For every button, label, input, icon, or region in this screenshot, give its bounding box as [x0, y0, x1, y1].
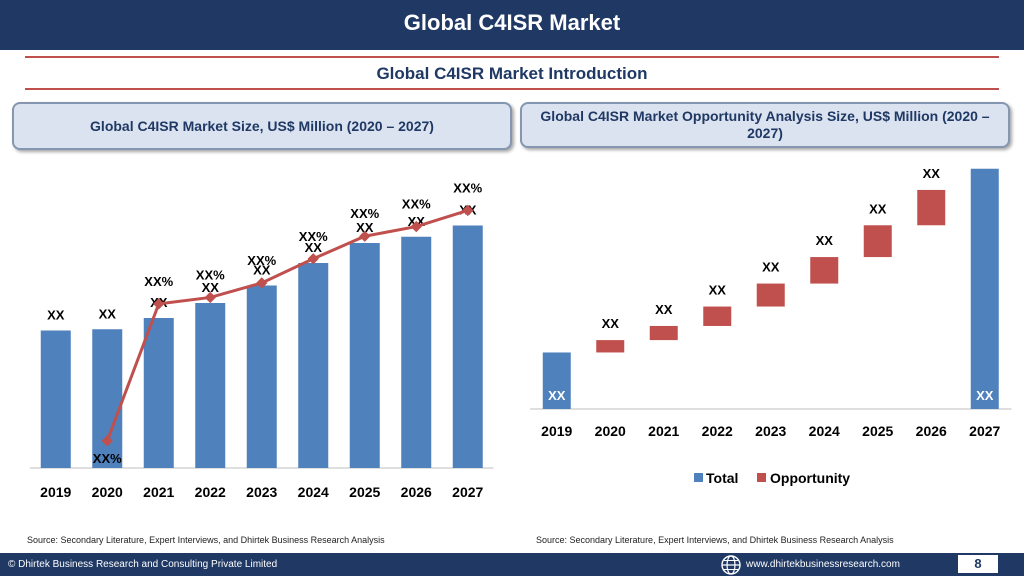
- x-tick-label: 2020: [595, 423, 626, 439]
- x-tick-label: 2019: [541, 423, 572, 439]
- right-chart-title-box: Global C4ISR Market Opportunity Analysis…: [520, 102, 1010, 148]
- bar: [40, 330, 71, 468]
- total-bar: [542, 352, 571, 409]
- bar-data-label: XX: [356, 220, 374, 235]
- left-source-note: Source: Secondary Literature, Expert Int…: [27, 535, 385, 545]
- x-tick-label: 2022: [195, 484, 226, 500]
- total-data-label: XX: [976, 388, 994, 403]
- opportunity-data-label: XX: [709, 283, 727, 298]
- opportunity-bar: [649, 325, 678, 341]
- growth-marker: [410, 220, 422, 233]
- legend-swatch-total: [694, 473, 703, 482]
- x-tick-label: 2026: [916, 423, 947, 439]
- growth-marker: [359, 230, 371, 242]
- bar-data-label: XX: [305, 240, 323, 255]
- bar-data-label: XX: [253, 263, 271, 278]
- x-tick-label: 2023: [246, 484, 277, 500]
- x-tick-label: 2026: [401, 484, 432, 500]
- x-tick-label: 2021: [648, 423, 679, 439]
- x-tick-label: 2021: [143, 484, 174, 500]
- opportunity-data-label: XX: [762, 260, 780, 275]
- bar: [143, 318, 174, 468]
- growth-marker: [462, 204, 474, 217]
- website-link[interactable]: www.dhirtekbusinessresearch.com: [746, 559, 900, 570]
- total-bar: [970, 168, 999, 409]
- opportunity-data-label: XX: [602, 316, 620, 331]
- opportunity-data-label: XX: [655, 302, 673, 317]
- bar: [246, 285, 277, 468]
- x-tick-label: 2025: [349, 484, 380, 500]
- x-tick-label: 2019: [40, 484, 71, 500]
- divider: [25, 56, 999, 58]
- section-title: Global C4ISR Market Introduction: [376, 64, 648, 83]
- x-tick-label: 2027: [969, 423, 1000, 439]
- x-tick-label: 2024: [298, 484, 329, 500]
- bar: [298, 263, 329, 468]
- x-tick-label: 2022: [702, 423, 733, 439]
- opportunity-bar: [596, 340, 625, 353]
- growth-marker: [307, 253, 319, 265]
- page-title: Global C4ISR Market: [403, 10, 621, 35]
- right-source-note: Source: Secondary Literature, Expert Int…: [536, 535, 894, 545]
- growth-data-label: XX%: [453, 180, 482, 195]
- globe-icon: [721, 555, 741, 575]
- opportunity-data-label: XX: [923, 166, 941, 181]
- opportunity-bar: [703, 306, 732, 326]
- growth-marker: [256, 277, 268, 289]
- opportunity-bar: [863, 225, 892, 258]
- bar-data-label: XX: [47, 308, 65, 323]
- legend-label-opportunity: Opportunity: [770, 470, 850, 486]
- bar: [401, 236, 432, 468]
- copyright-text: © Dhirtek Business Research and Consulti…: [8, 559, 278, 570]
- bar: [92, 329, 123, 468]
- x-tick-label: 2020: [92, 484, 123, 500]
- left-chart-title-box: Global C4ISR Market Size, US$ Million (2…: [12, 102, 512, 150]
- legend-swatch-opportunity: [757, 473, 766, 482]
- growth-marker: [204, 291, 216, 304]
- footer-bar: © Dhirtek Business Research and Consulti…: [0, 553, 1024, 576]
- growth-data-label: XX%: [299, 229, 328, 244]
- bar: [349, 243, 380, 468]
- opportunity-bar: [917, 189, 946, 226]
- total-data-label: XX: [548, 388, 566, 403]
- growth-data-label: XX%: [247, 253, 276, 268]
- legend-label-total: Total: [706, 470, 738, 486]
- x-tick-label: 2023: [755, 423, 786, 439]
- opportunity-data-label: XX: [816, 233, 834, 248]
- growth-marker: [153, 298, 165, 310]
- growth-data-label: XX%: [402, 197, 431, 212]
- opportunity-data-label: XX: [869, 201, 887, 216]
- x-tick-label: 2025: [862, 423, 893, 439]
- x-tick-label: 2024: [809, 423, 840, 439]
- growth-data-label: XX%: [93, 451, 122, 466]
- growth-data-label: XX%: [144, 274, 173, 289]
- bar: [452, 225, 483, 468]
- growth-line: [105, 209, 469, 442]
- opportunity-bar: [756, 283, 785, 307]
- growth-data-label: XX%: [196, 267, 225, 282]
- growth-data-label: XX%: [350, 206, 379, 221]
- opportunity-bar: [810, 257, 839, 284]
- divider: [25, 88, 999, 90]
- bar-data-label: XX: [202, 280, 220, 295]
- x-tick-label: 2027: [452, 484, 483, 500]
- bar: [195, 303, 226, 468]
- header-bar: Global C4ISR Market: [0, 0, 1024, 50]
- bar-data-label: XX: [99, 306, 117, 321]
- page-number: 8: [958, 555, 998, 573]
